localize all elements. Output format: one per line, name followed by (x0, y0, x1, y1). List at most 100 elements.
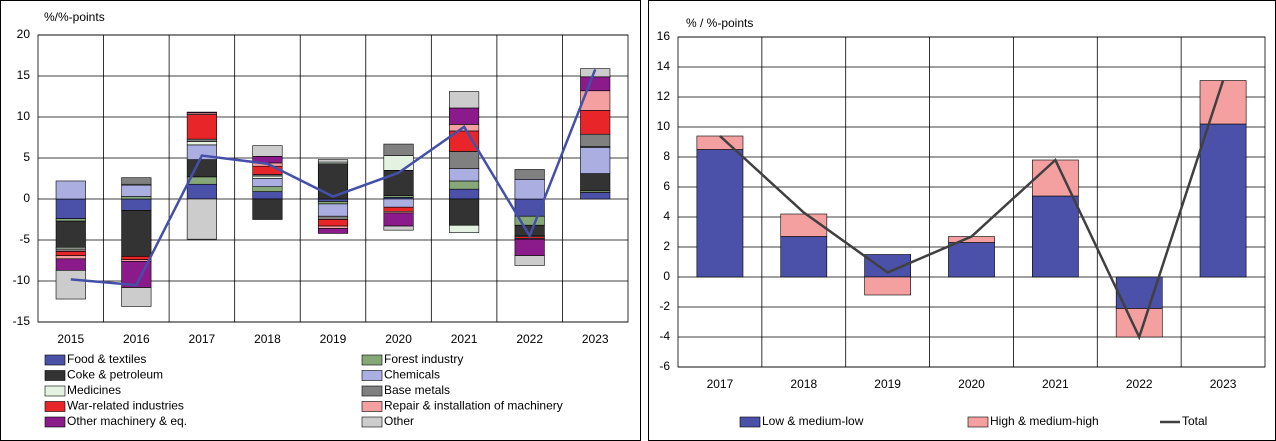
legend-label: Coke & petroleum (67, 368, 163, 382)
bar-segment (1199, 123, 1247, 278)
bar-segment (1115, 308, 1163, 338)
y-tick-label: 0 (23, 191, 30, 205)
bar-segment (1031, 159, 1079, 197)
total-line (719, 80, 1225, 341)
total-line (70, 68, 597, 287)
bar-segment (514, 255, 545, 266)
bar-segment (186, 114, 217, 140)
legend-swatch (44, 385, 66, 397)
x-tick-label: 2020 (385, 332, 412, 346)
y-tick-label: 4 (663, 209, 670, 223)
bar-segment (1199, 80, 1247, 125)
x-tick-label: 2021 (451, 332, 478, 346)
legend-swatch (361, 385, 383, 397)
bar-segment (55, 258, 86, 271)
y-tick-label: -4 (659, 329, 670, 343)
legend-label: Total (1182, 414, 1207, 428)
x-tick-label: 2020 (958, 377, 985, 391)
y-tick-label: 10 (17, 109, 31, 123)
legend-label: Other (384, 414, 414, 428)
plot-border (37, 34, 629, 323)
legend-swatch (44, 354, 66, 366)
x-tick-label: 2015 (57, 332, 84, 346)
bar-segment (55, 251, 86, 256)
bar-segment (449, 107, 480, 125)
legend-label: Repair & installation of machinery (384, 399, 563, 413)
legend-swatch (44, 370, 66, 381)
y-tick-label: -15 (13, 314, 31, 328)
bar-segment (580, 147, 611, 174)
bar-segment (580, 76, 611, 92)
bar-segment (383, 143, 414, 156)
y-tick-label: 16 (657, 29, 671, 43)
x-tick-label: 2019 (320, 332, 347, 346)
bar-segment (55, 218, 86, 222)
bar-segment (121, 256, 152, 260)
bar-segment (317, 159, 349, 163)
bar-segment (186, 111, 217, 114)
legend-label: Base metals (384, 383, 450, 397)
y-tick-label: 2 (663, 239, 670, 253)
bar-segment (580, 110, 611, 135)
legend-swatch (44, 401, 66, 412)
bar-segment (186, 183, 217, 200)
bar-segment (864, 276, 912, 296)
legend-label: Food & textiles (67, 352, 146, 366)
x-tick-label: 2017 (707, 377, 734, 391)
bar-segment (948, 242, 995, 278)
bar-segment (383, 155, 414, 171)
y-tick-label: 6 (663, 179, 670, 193)
bar-segment (449, 91, 480, 109)
y-tick-label: -6 (659, 359, 670, 373)
bar-segment (252, 186, 283, 192)
bar-segment (696, 135, 744, 150)
bar-segment (55, 255, 86, 260)
bar-segment (696, 149, 744, 278)
legend-label: Chemicals (384, 368, 440, 382)
bar-segment (55, 248, 86, 252)
y-tick-label: 12 (657, 89, 671, 103)
legend-swatch (739, 416, 761, 428)
bar-segment (121, 287, 152, 307)
bar-segment (317, 225, 349, 229)
bar-segment (252, 198, 283, 220)
bar-segment (449, 224, 480, 233)
y-tick-label: 20 (17, 27, 31, 41)
bar-segment (186, 141, 217, 146)
bar-segment (121, 196, 152, 200)
legend-swatch (361, 370, 383, 381)
bar-segment (121, 198, 152, 211)
bar-segment (449, 198, 480, 226)
y-tick-label: 8 (663, 149, 670, 163)
x-tick-label: 2017 (189, 332, 216, 346)
bar-segment (449, 168, 480, 182)
bar-segment (121, 184, 152, 197)
x-tick-label: 2023 (582, 332, 609, 346)
bar-segment (186, 138, 217, 142)
bar-segment (121, 177, 152, 185)
x-tick-label: 2018 (790, 377, 817, 391)
bar-segment (383, 225, 414, 231)
bar-segment (580, 133, 611, 147)
x-tick-label: 2022 (516, 332, 543, 346)
x-tick-label: 2018 (254, 332, 281, 346)
y-tick-label: 0 (663, 269, 670, 283)
bar-segment (317, 201, 349, 205)
bar-segment (514, 238, 545, 256)
bar-segment (317, 198, 349, 202)
bar-segment (383, 198, 414, 208)
bar-segment (514, 179, 545, 200)
legend-swatch (361, 401, 383, 412)
y-tick-label: -5 (19, 232, 30, 246)
bar-segment (317, 203, 349, 217)
bar-segment (252, 178, 283, 187)
bar-segment (252, 145, 283, 157)
bar-segment (580, 192, 611, 200)
x-tick-label: 2022 (1126, 377, 1153, 391)
x-tick-label: 2016 (123, 332, 150, 346)
x-tick-label: 2023 (1210, 377, 1237, 391)
bar-segment (55, 198, 86, 219)
bar-segment (252, 191, 283, 200)
legend-label: High & medium-high (990, 414, 1099, 428)
y-tick-label: -2 (659, 299, 670, 313)
